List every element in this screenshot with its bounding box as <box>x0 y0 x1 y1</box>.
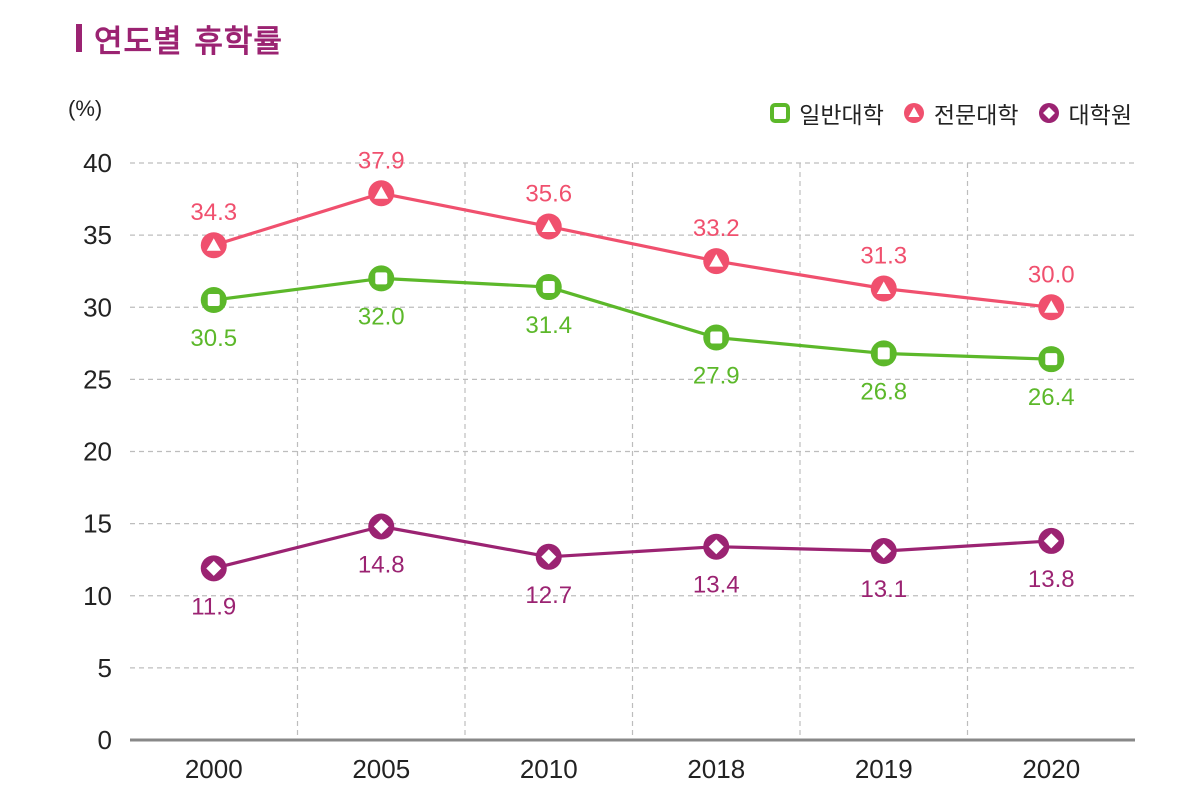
series-line-1 <box>213 191 1052 309</box>
y-tick-label: 0 <box>98 725 112 755</box>
page-title: 연도별 휴학률 <box>94 23 283 60</box>
data-label: 33.2 <box>693 215 740 242</box>
data-label: 13.8 <box>1028 566 1075 593</box>
data-label: 32.0 <box>358 303 405 330</box>
data-point-triangle <box>200 232 227 259</box>
data-point-diamond <box>200 555 227 582</box>
y-tick-label: 10 <box>83 581 112 611</box>
data-label: 30.5 <box>190 325 237 352</box>
data-label: 34.3 <box>190 199 237 226</box>
data-label: 14.8 <box>358 552 405 579</box>
data-point-square <box>703 324 730 351</box>
data-point-triangle <box>1038 294 1065 321</box>
y-tick-label: 5 <box>98 653 112 683</box>
x-tick-label: 2005 <box>352 754 410 784</box>
data-label: 26.4 <box>1028 384 1075 411</box>
legend-label-grad: 대학원 <box>1068 103 1132 129</box>
data-point-triangle <box>535 213 562 240</box>
diamond-marker-icon <box>1038 103 1059 123</box>
data-label: 27.9 <box>693 363 740 390</box>
y-tick-label: 20 <box>83 437 112 467</box>
triangle-marker-icon <box>903 103 924 123</box>
x-tick-label: 2019 <box>855 754 913 784</box>
grid <box>130 162 1135 740</box>
x-tick-label: 2010 <box>520 754 578 784</box>
data-point-square <box>1038 346 1065 373</box>
series-line-0 <box>213 276 1052 361</box>
data-point-square <box>870 340 897 367</box>
legend-item-general: 일반대학 <box>769 96 884 130</box>
y-tick-label: 25 <box>83 364 112 394</box>
data-point-diamond <box>368 513 395 540</box>
data-label: 31.3 <box>860 242 907 269</box>
legend-label-general: 일반대학 <box>799 103 884 129</box>
data-point-triangle <box>870 275 897 302</box>
data-point-square <box>368 265 395 292</box>
data-label: 31.4 <box>525 312 572 339</box>
data-label: 37.9 <box>358 147 405 174</box>
data-label: 30.0 <box>1028 261 1075 288</box>
legend-item-junior: 전문대학 <box>902 96 1019 130</box>
data-labels: 30.5 32.0 31.4 27.9 26.8 26.4 34.3 37.9 35.6 33.2… <box>190 147 1074 620</box>
data-point-diamond <box>703 533 730 560</box>
x-tick-label: 2018 <box>687 754 745 784</box>
y-tick-label: 15 <box>83 509 112 539</box>
x-tick-label: 2020 <box>1022 754 1080 784</box>
y-tick-label: 40 <box>83 148 112 178</box>
legend-label-junior: 전문대학 <box>933 103 1019 129</box>
y-tick-label: 35 <box>83 220 112 250</box>
data-point-square <box>535 274 562 301</box>
series-line-2 <box>213 524 1052 570</box>
chart-title: 연도별 휴학률 <box>76 16 283 60</box>
square-marker-icon <box>770 103 791 123</box>
data-label: 35.6 <box>525 180 572 207</box>
series <box>200 180 1065 582</box>
x-tick-label: 2000 <box>185 754 243 784</box>
data-point-square <box>200 287 227 314</box>
data-point-diamond <box>870 538 897 565</box>
data-label: 13.4 <box>693 572 740 599</box>
data-label: 13.1 <box>860 576 907 603</box>
data-label: 11.9 <box>191 593 236 620</box>
data-point-triangle <box>368 180 395 207</box>
legend: 일반대학 전문대학 대학원 <box>751 96 1132 130</box>
data-point-diamond <box>1038 527 1065 554</box>
title-accent-bar <box>76 24 82 52</box>
data-label: 12.7 <box>525 582 572 609</box>
legend-item-grad: 대학원 <box>1037 96 1132 130</box>
axes: 0 5 10 15 20 25 30 35 40 2000 2005 2010 2018 2019 2020 <box>83 148 1135 784</box>
data-point-triangle <box>703 248 730 275</box>
data-label: 26.8 <box>860 378 907 405</box>
y-tick-label: 30 <box>83 292 112 322</box>
data-point-diamond <box>535 543 562 570</box>
y-axis-unit: (%) <box>68 96 102 121</box>
